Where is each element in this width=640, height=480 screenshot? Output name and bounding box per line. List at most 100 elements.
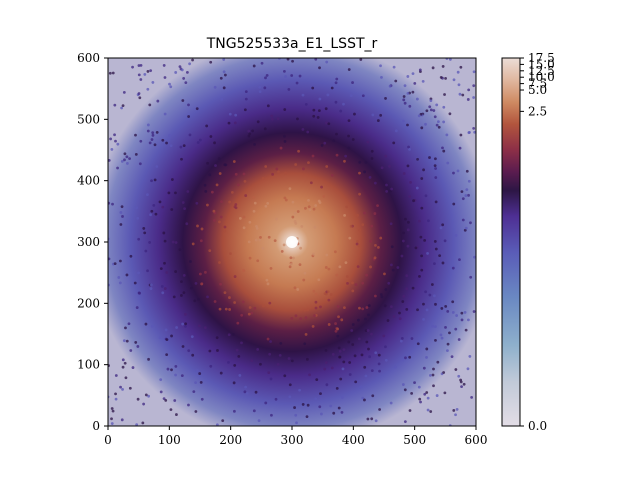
- speckle-point: [110, 147, 114, 151]
- speckle-point: [168, 82, 171, 86]
- speckle-point: [278, 354, 282, 357]
- speckle-point: [443, 239, 447, 243]
- speckle-point: [162, 64, 166, 67]
- speckle-point: [213, 219, 216, 222]
- speckle-point: [457, 374, 461, 378]
- speckle-point: [189, 286, 193, 290]
- speckle-point: [113, 133, 116, 137]
- speckle-point: [335, 77, 339, 81]
- speckle-point: [374, 243, 377, 247]
- speckle-point: [425, 308, 429, 312]
- speckle-point: [472, 70, 476, 74]
- speckle-point: [408, 195, 412, 198]
- speckle-point: [247, 240, 251, 244]
- speckle-point: [139, 78, 143, 81]
- speckle-point: [370, 224, 374, 228]
- speckle-point: [458, 258, 461, 262]
- speckle-point: [217, 157, 221, 160]
- speckle-point: [442, 371, 446, 374]
- speckle-point: [248, 256, 252, 260]
- speckle-point: [417, 385, 421, 389]
- speckle-point: [368, 175, 372, 179]
- speckle-point: [233, 364, 237, 367]
- speckle-point: [460, 190, 464, 194]
- speckle-point: [323, 292, 327, 295]
- speckle-point: [219, 76, 223, 80]
- speckle-point: [411, 90, 415, 94]
- speckle-point: [370, 332, 373, 336]
- speckle-point: [232, 381, 236, 385]
- speckle-point: [256, 348, 260, 351]
- x-tick-label: 600: [465, 433, 488, 447]
- speckle-point: [359, 385, 362, 389]
- speckle-point: [456, 169, 460, 173]
- speckle-point: [188, 62, 192, 66]
- speckle-point: [279, 342, 283, 345]
- speckle-point: [432, 109, 436, 112]
- speckle-point: [424, 290, 427, 294]
- speckle-point: [305, 415, 309, 419]
- speckle-point: [344, 261, 348, 265]
- speckle-point: [353, 354, 357, 358]
- speckle-point: [424, 194, 428, 198]
- speckle-point: [141, 421, 145, 425]
- speckle-point: [131, 65, 134, 69]
- speckle-point: [401, 300, 405, 303]
- speckle-point: [353, 112, 356, 116]
- speckle-point: [472, 84, 476, 88]
- speckle-point: [234, 172, 238, 176]
- speckle-point: [238, 216, 242, 220]
- speckle-point: [165, 141, 168, 145]
- speckle-point: [275, 217, 278, 221]
- speckle-point: [320, 143, 324, 147]
- speckle-point: [431, 373, 435, 377]
- speckle-point: [472, 96, 476, 99]
- speckle-point: [327, 122, 331, 126]
- speckle-point: [187, 103, 190, 107]
- speckle-point: [454, 413, 457, 417]
- speckle-point: [269, 267, 273, 270]
- speckle-point: [213, 300, 217, 303]
- speckle-point: [136, 216, 140, 220]
- speckle-point: [357, 337, 361, 341]
- speckle-point: [402, 231, 406, 235]
- speckle-point: [390, 305, 393, 309]
- speckle-point: [374, 419, 378, 423]
- speckle-point: [271, 172, 274, 176]
- speckle-point: [169, 85, 173, 89]
- speckle-point: [312, 207, 316, 211]
- speckle-point: [323, 141, 327, 145]
- speckle-point: [406, 220, 410, 224]
- speckle-point: [354, 283, 358, 286]
- speckle-point: [252, 195, 256, 199]
- speckle-point: [384, 154, 388, 158]
- speckle-point: [461, 218, 465, 222]
- speckle-point: [312, 114, 316, 118]
- speckle-point: [355, 242, 359, 246]
- speckle-point: [439, 226, 443, 230]
- speckle-point: [370, 149, 374, 153]
- speckle-point: [330, 86, 334, 90]
- speckle-point: [383, 304, 387, 308]
- speckle-point: [420, 126, 424, 130]
- speckle-point: [441, 223, 445, 227]
- speckle-point: [414, 246, 418, 250]
- speckle-point: [190, 335, 194, 339]
- speckle-point: [296, 288, 300, 291]
- speckle-point: [370, 369, 374, 373]
- speckle-point: [380, 166, 384, 170]
- speckle-point: [276, 117, 280, 121]
- speckle-point: [233, 301, 237, 304]
- speckle-point: [170, 178, 174, 181]
- speckle-point: [116, 166, 119, 170]
- speckle-point: [417, 114, 421, 118]
- speckle-point: [236, 183, 240, 187]
- speckle-point: [348, 361, 352, 364]
- speckle-point: [295, 421, 298, 425]
- speckle-point: [196, 224, 199, 228]
- speckle-point: [448, 331, 451, 335]
- plot-area: [108, 58, 476, 426]
- speckle-point: [185, 222, 189, 226]
- speckle-point: [238, 374, 242, 377]
- speckle-point: [348, 236, 352, 240]
